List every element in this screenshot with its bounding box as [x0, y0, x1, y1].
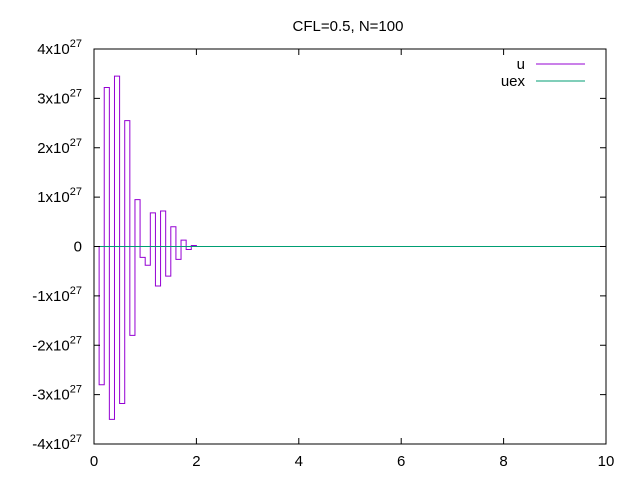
y-tick-label: -1x1027 [32, 285, 82, 305]
x-tick-label: 2 [192, 453, 200, 470]
y-tick-label: 3x1027 [37, 87, 82, 107]
chart-title: CFL=0.5, N=100 [293, 18, 404, 35]
x-tick-label: 0 [90, 453, 98, 470]
x-tick-label: 10 [598, 453, 615, 470]
x-tick-label: 4 [295, 453, 303, 470]
x-tick-label: 8 [499, 453, 507, 470]
y-tick-label: -3x1027 [32, 384, 82, 404]
y-tick-label: 1x1027 [37, 186, 82, 206]
tick-layer: 0 2 4 6 8 10 -4x1027 -3x1027 -2x1027 -1x1027 0 1x10… [32, 38, 614, 470]
legend-label-u: u [517, 56, 525, 73]
y-tick-label: -2x1027 [32, 334, 82, 354]
y-tick-label: -4x1027 [32, 433, 82, 453]
y-tick-label: 2x1027 [37, 137, 82, 157]
x-tick-label: 6 [397, 453, 405, 470]
legend-label-uex: uex [501, 73, 526, 90]
series-layer [94, 75, 606, 420]
y-tick-label: 4x1027 [37, 38, 82, 58]
y-tick-label: 0 [74, 239, 82, 256]
series-line-u [94, 75, 606, 420]
